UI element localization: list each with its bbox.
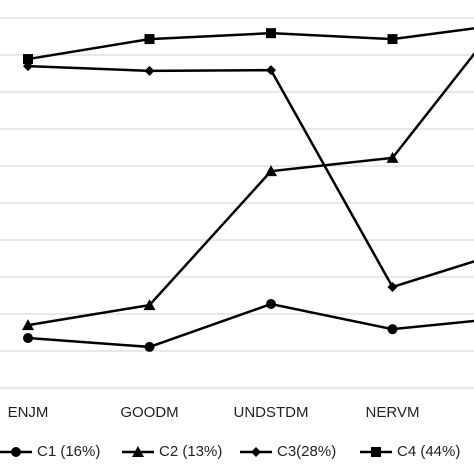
marker <box>22 319 34 331</box>
marker <box>266 65 276 76</box>
legend-marker <box>251 447 261 457</box>
x-tick-label: UNDSTDM <box>234 404 309 421</box>
legend-marker <box>132 446 144 457</box>
legend-item: C3(28%) <box>240 443 336 460</box>
legend-marker <box>371 447 381 457</box>
marker <box>143 299 156 311</box>
marker <box>23 333 33 344</box>
series-line <box>27 302 474 349</box>
marker <box>387 281 398 292</box>
series-line <box>27 64 474 289</box>
marker <box>386 151 399 163</box>
legend-label: C3(28%) <box>277 443 336 460</box>
legend-item: C1 (16%) <box>0 443 100 460</box>
legend-label: C1 (16%) <box>37 443 100 460</box>
marker <box>266 299 276 310</box>
marker <box>387 324 398 335</box>
x-tick-label: ENJM <box>8 404 49 421</box>
marker <box>265 165 277 177</box>
legend-label: C2 (13%) <box>159 443 222 460</box>
marker <box>144 34 155 45</box>
marker <box>23 54 33 65</box>
marker <box>387 34 398 45</box>
legend-item: C2 (13%) <box>122 443 222 460</box>
series-line <box>27 27 474 61</box>
x-tick-label: NERVM <box>366 404 420 421</box>
legend-item: C4 (44%) <box>360 443 460 460</box>
x-tick-label: GOODM <box>120 404 178 421</box>
marker <box>144 341 155 352</box>
marker <box>144 65 155 76</box>
legend-label: C4 (44%) <box>397 443 460 460</box>
marker <box>266 28 276 39</box>
legend-marker <box>11 447 21 457</box>
